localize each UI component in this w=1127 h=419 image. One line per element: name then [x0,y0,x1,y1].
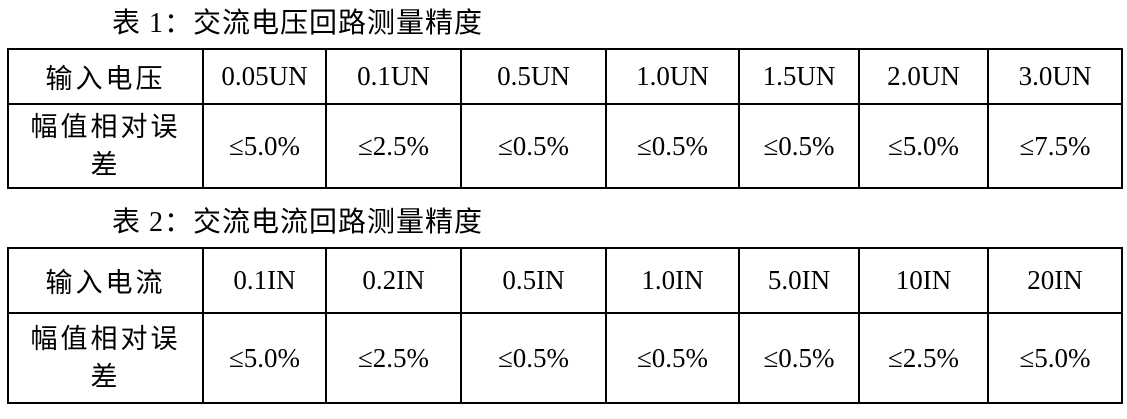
error-value-cell: ≤7.5% [987,103,1123,189]
error-value-cell: ≤0.5% [605,312,740,404]
amplitude-error-label: 幅值相对误差 [30,324,181,392]
current-level-cell: 20IN [987,247,1123,314]
error-value-cell: ≤5.0% [858,103,989,189]
error-value-cell: ≤5.0% [202,103,327,189]
current-level-cell: 5.0IN [738,247,860,314]
amplitude-error-label-cell: 幅值相对误差 [7,312,204,404]
input-current-label-cell: 输入电流 [7,247,204,314]
voltage-level-cell: 1.5UN [738,48,860,105]
current-level-cell: 0.2IN [325,247,462,314]
voltage-level-cell: 0.05UN [202,48,327,105]
voltage-level-cell: 1.0UN [605,48,740,105]
error-value-cell: ≤2.5% [325,312,462,404]
voltage-accuracy-table: 输入电压 0.05UN 0.1UN 0.5UN 1.0UN 1.5UN 2.0U… [7,48,1123,189]
amplitude-error-label-cell: 幅值相对误差 [7,103,204,189]
error-value-cell: ≤0.5% [738,103,860,189]
voltage-level-cell: 3.0UN [987,48,1123,105]
error-value-cell: ≤5.0% [202,312,327,404]
amplitude-error-label: 幅值相对误差 [30,112,181,180]
error-value-cell: ≤0.5% [460,103,607,189]
voltage-level-cell: 2.0UN [858,48,989,105]
table-row: 输入电压 0.05UN 0.1UN 0.5UN 1.0UN 1.5UN 2.0U… [7,48,1123,105]
table-row: 幅值相对误差 ≤5.0% ≤2.5% ≤0.5% ≤0.5% ≤0.5% ≤2.… [7,312,1123,404]
error-value-cell: ≤5.0% [987,312,1123,404]
current-level-cell: 10IN [858,247,989,314]
error-value-cell: ≤2.5% [325,103,462,189]
input-voltage-label-cell: 输入电压 [7,48,204,105]
voltage-level-cell: 0.1UN [325,48,462,105]
table1-title: 表 1：交流电压回路测量精度 [112,8,484,39]
error-value-cell: ≤0.5% [738,312,860,404]
error-value-cell: ≤2.5% [858,312,989,404]
voltage-level-cell: 0.5UN [460,48,607,105]
current-level-cell: 0.1IN [202,247,327,314]
table-row: 幅值相对误差 ≤5.0% ≤2.5% ≤0.5% ≤0.5% ≤0.5% ≤5.… [7,103,1123,189]
table-row: 输入电流 0.1IN 0.2IN 0.5IN 1.0IN 5.0IN 10IN … [7,247,1123,314]
error-value-cell: ≤0.5% [460,312,607,404]
error-value-cell: ≤0.5% [605,103,740,189]
current-level-cell: 0.5IN [460,247,607,314]
current-level-cell: 1.0IN [605,247,740,314]
table2-title: 表 2：交流电流回路测量精度 [112,207,484,238]
current-accuracy-table: 输入电流 0.1IN 0.2IN 0.5IN 1.0IN 5.0IN 10IN … [7,247,1123,404]
